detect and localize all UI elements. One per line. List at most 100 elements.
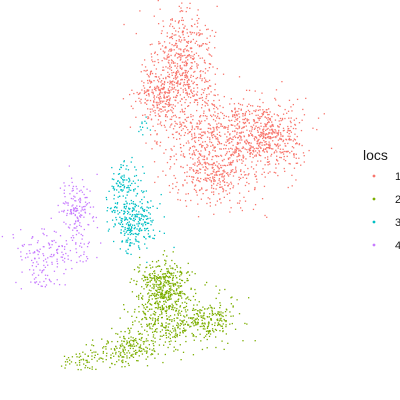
point: [152, 93, 154, 95]
point: [133, 350, 135, 353]
point: [165, 290, 167, 292]
point: [125, 231, 128, 233]
point: [159, 296, 161, 298]
point: [76, 356, 78, 358]
point: [200, 107, 203, 109]
point: [179, 324, 181, 327]
point: [137, 179, 139, 181]
point: [200, 93, 203, 96]
point: [178, 5, 180, 8]
point: [158, 303, 160, 306]
point: [225, 153, 228, 155]
point: [192, 334, 195, 336]
point: [83, 363, 85, 365]
point: [128, 189, 130, 191]
point: [147, 116, 149, 118]
point: [159, 123, 161, 125]
point: [78, 364, 81, 366]
point: [199, 44, 201, 47]
point: [165, 310, 168, 312]
point: [238, 176, 240, 179]
point: [37, 250, 39, 252]
point: [105, 196, 107, 199]
point: [224, 127, 226, 129]
point: [139, 227, 141, 230]
point: [288, 138, 290, 141]
point: [183, 64, 185, 66]
point: [182, 30, 184, 32]
point: [149, 316, 151, 319]
point: [223, 176, 225, 178]
point: [163, 88, 165, 90]
point: [200, 316, 202, 319]
point: [223, 169, 225, 171]
point: [259, 154, 262, 157]
point: [89, 367, 91, 370]
point: [220, 319, 222, 321]
point: [236, 159, 238, 161]
point: [263, 151, 266, 153]
point: [230, 155, 233, 157]
point: [180, 39, 183, 41]
point: [252, 156, 254, 159]
point: [154, 292, 156, 294]
point: [220, 155, 223, 157]
point: [175, 40, 178, 42]
point: [21, 271, 23, 273]
point: [261, 173, 263, 176]
point: [101, 338, 103, 340]
point: [165, 274, 168, 277]
point: [152, 229, 155, 231]
point: [209, 124, 211, 126]
point: [133, 339, 135, 342]
point: [238, 152, 240, 155]
point: [172, 183, 174, 185]
point: [178, 40, 180, 42]
point: [50, 281, 52, 283]
point: [134, 216, 136, 218]
point: [242, 126, 245, 129]
point: [147, 310, 149, 312]
point: [72, 185, 75, 188]
point: [154, 295, 156, 298]
point: [185, 74, 187, 76]
point: [145, 317, 147, 319]
point: [120, 176, 122, 178]
point: [51, 256, 53, 258]
point: [150, 279, 153, 281]
point: [177, 325, 179, 327]
point: [190, 56, 192, 59]
point: [160, 268, 163, 271]
point: [152, 91, 154, 93]
point: [212, 166, 214, 169]
point: [227, 174, 229, 176]
point: [281, 81, 283, 83]
point: [64, 246, 66, 248]
point: [179, 138, 181, 140]
point: [305, 97, 307, 100]
point: [76, 188, 78, 190]
point: [285, 145, 287, 147]
point: [71, 239, 74, 241]
point: [214, 322, 216, 324]
point: [173, 290, 175, 292]
point: [218, 99, 220, 101]
point: [214, 204, 217, 206]
point: [142, 341, 144, 343]
point: [149, 213, 151, 215]
point: [161, 290, 163, 292]
point: [155, 285, 158, 287]
point: [154, 276, 156, 278]
point: [197, 216, 200, 218]
point: [213, 171, 215, 173]
point: [102, 361, 104, 363]
point: [128, 342, 131, 344]
point: [201, 188, 203, 190]
point: [80, 242, 82, 244]
point: [211, 158, 213, 161]
point: [199, 189, 201, 191]
point: [58, 211, 60, 213]
point: [209, 333, 212, 335]
point: [151, 43, 153, 45]
point: [138, 270, 141, 272]
